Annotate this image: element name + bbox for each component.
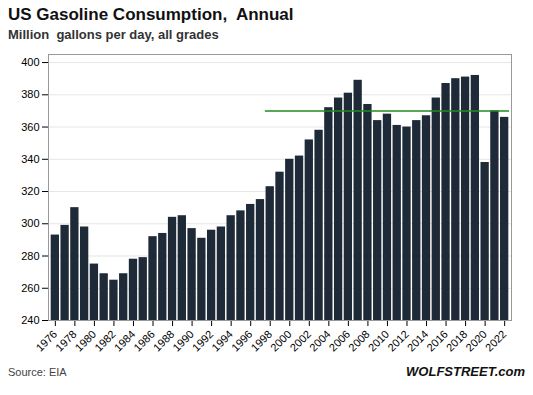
svg-text:1978: 1978 <box>53 328 79 354</box>
svg-text:1984: 1984 <box>112 328 138 354</box>
svg-text:1992: 1992 <box>190 328 216 354</box>
html-text:Source: EIA: Source: EIA <box>8 366 67 378</box>
svg-text:2012: 2012 <box>385 328 411 354</box>
svg-text:1976: 1976 <box>33 328 59 354</box>
svg-text:1988: 1988 <box>151 328 177 354</box>
svg-text:1990: 1990 <box>170 328 196 354</box>
svg-text:360: 360 <box>21 121 39 133</box>
html-text:WOLFSTREET.com: WOLFSTREET.com <box>406 364 525 379</box>
svg-text:2022: 2022 <box>483 328 509 354</box>
svg-text:280: 280 <box>21 250 39 262</box>
html-text:US Gasoline Consumption, Annua: US Gasoline Consumption, Annual <box>8 5 294 24</box>
svg-text:1998: 1998 <box>248 328 274 354</box>
svg-text:2000: 2000 <box>268 328 294 354</box>
svg-text:1982: 1982 <box>92 328 118 354</box>
svg-text:2002: 2002 <box>287 328 313 354</box>
svg-text:240: 240 <box>21 314 39 326</box>
svg-text:1994: 1994 <box>209 328 235 354</box>
svg-text:400: 400 <box>21 56 39 68</box>
svg-text:2016: 2016 <box>424 328 450 354</box>
svg-text:2018: 2018 <box>444 328 470 354</box>
svg-text:2008: 2008 <box>346 328 372 354</box>
svg-text:2010: 2010 <box>366 328 392 354</box>
svg-text:2004: 2004 <box>307 328 333 354</box>
svg-text:260: 260 <box>21 282 39 294</box>
svg-text:1996: 1996 <box>229 328 255 354</box>
svg-text:300: 300 <box>21 217 39 229</box>
svg-text:320: 320 <box>21 185 39 197</box>
svg-text:2006: 2006 <box>326 328 352 354</box>
html-text:Million gallons per day, all g: Million gallons per day, all grades <box>8 27 219 42</box>
svg-text:1986: 1986 <box>131 328 157 354</box>
svg-text:2014: 2014 <box>405 328 431 354</box>
svg-text:340: 340 <box>21 153 39 165</box>
svg-text:380: 380 <box>21 88 39 100</box>
svg-text:2020: 2020 <box>463 328 489 354</box>
svg-text:1980: 1980 <box>73 328 99 354</box>
